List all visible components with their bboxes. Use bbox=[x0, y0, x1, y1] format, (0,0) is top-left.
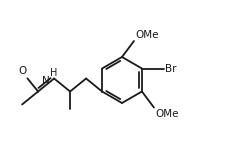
Text: Br: Br bbox=[165, 63, 176, 74]
Text: O: O bbox=[18, 66, 26, 76]
Text: OMe: OMe bbox=[155, 109, 178, 118]
Text: N: N bbox=[42, 76, 50, 85]
Text: H: H bbox=[50, 67, 58, 77]
Text: OMe: OMe bbox=[135, 30, 158, 40]
